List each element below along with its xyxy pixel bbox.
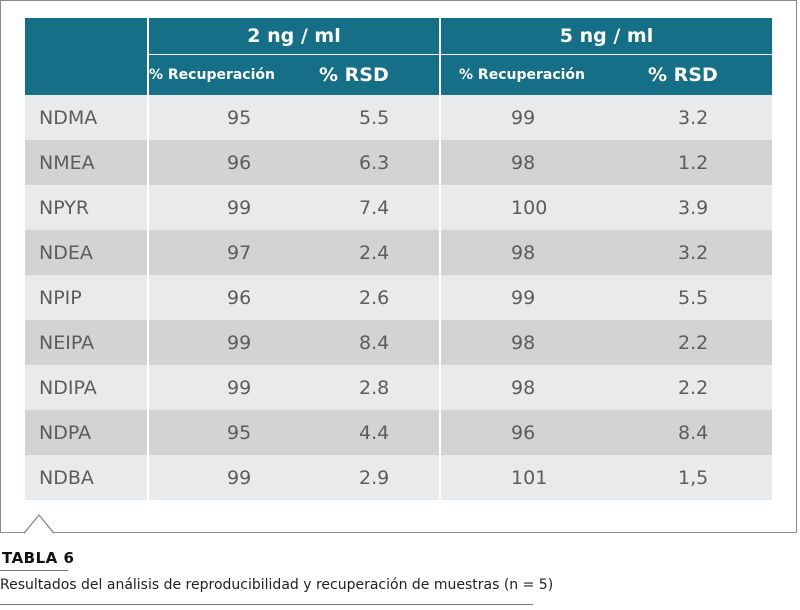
rsd-5ng-cell: 3.2 [606,95,773,140]
recovery-5ng-cell: 101 [439,455,607,500]
table-row: NDBA 99 2.9 101 1,5 [25,455,773,500]
rsd-5ng-cell: 5.5 [606,275,773,320]
rsd-2ng-cell: 2.9 [319,455,441,500]
caption-underline [0,604,533,605]
compound-name-cell: NDIPA [25,365,148,410]
callout-notch [24,514,54,534]
rsd-5ng-cell: 2.2 [606,365,773,410]
table-label-underline [0,570,68,571]
recovery-2ng-cell: 95 [147,95,319,140]
table-row: NDMA 95 5.5 99 3.2 [25,95,773,140]
rsd-2ng-cell: 2.6 [319,275,441,320]
subheader-recovery-5ng: % Recuperación [439,54,607,95]
compound-name-cell: NMEA [25,140,148,185]
compound-name-cell: NDEA [25,230,148,275]
group-header-row: 2 ng / ml 5 ng / ml [25,18,773,95]
table-frame [0,0,797,533]
recovery-5ng-cell: 96 [439,410,607,455]
recovery-2ng-cell: 99 [147,320,319,365]
recovery-2ng-cell: 99 [147,185,319,230]
group-header-2ng: 2 ng / ml [146,18,441,55]
sub-header-row: % Recuperación % RSD % Recuperación % RS… [25,54,773,95]
compound-name-cell: NDMA [25,95,148,140]
table-caption: Resultados del análisis de reproducibili… [0,577,554,593]
table-row: NPYR 99 7.4 100 3.9 [25,185,773,230]
group-header-5ng: 5 ng / ml [439,18,773,55]
rsd-5ng-cell: 3.2 [606,230,773,275]
recovery-2ng-cell: 97 [147,230,319,275]
compound-name-cell: NEIPA [25,320,148,365]
compound-name-cell: NPYR [25,185,148,230]
subheader-recovery-2ng: % Recuperación [147,54,319,95]
subheader-rsd-2ng: % RSD [319,54,441,95]
rsd-2ng-cell: 6.3 [319,140,441,185]
recovery-5ng-cell: 98 [439,365,607,410]
compound-name-cell: NPIP [25,275,148,320]
corner-header-cell [25,18,148,95]
subheader-rsd-5ng: % RSD [606,54,773,95]
recovery-5ng-cell: 98 [439,230,607,275]
table-row: NDIPA 99 2.8 98 2.2 [25,365,773,410]
recovery-5ng-cell: 99 [439,275,607,320]
rsd-5ng-cell: 2.2 [606,320,773,365]
recovery-2ng-cell: 99 [147,455,319,500]
results-table: 2 ng / ml 5 ng / ml % Recuperación % RSD… [25,18,773,500]
table-label: TABLA 6 [2,549,75,567]
rsd-5ng-cell: 1.2 [606,140,773,185]
compound-name-cell: NDBA [25,455,148,500]
recovery-2ng-cell: 95 [147,410,319,455]
rsd-2ng-cell: 4.4 [319,410,441,455]
table-row: NDEA 97 2.4 98 3.2 [25,230,773,275]
recovery-5ng-cell: 100 [439,185,607,230]
table-row: NDPA 95 4.4 96 8.4 [25,410,773,455]
recovery-5ng-cell: 99 [439,95,607,140]
recovery-2ng-cell: 99 [147,365,319,410]
recovery-5ng-cell: 98 [439,140,607,185]
compound-name-cell: NDPA [25,410,148,455]
rsd-2ng-cell: 8.4 [319,320,441,365]
table-row: NMEA 96 6.3 98 1.2 [25,140,773,185]
rsd-2ng-cell: 2.4 [319,230,441,275]
rsd-2ng-cell: 7.4 [319,185,441,230]
rsd-2ng-cell: 5.5 [319,95,441,140]
table-row: NEIPA 99 8.4 98 2.2 [25,320,773,365]
rsd-2ng-cell: 2.8 [319,365,441,410]
table-body: NDMA 95 5.5 99 3.2 NMEA 96 6.3 98 1.2 NPYR 99 7.4 100… [25,95,773,500]
recovery-5ng-cell: 98 [439,320,607,365]
recovery-2ng-cell: 96 [147,275,319,320]
recovery-2ng-cell: 96 [147,140,319,185]
rsd-5ng-cell: 1,5 [606,455,773,500]
rsd-5ng-cell: 8.4 [606,410,773,455]
table-row: NPIP 96 2.6 99 5.5 [25,275,773,320]
rsd-5ng-cell: 3.9 [606,185,773,230]
